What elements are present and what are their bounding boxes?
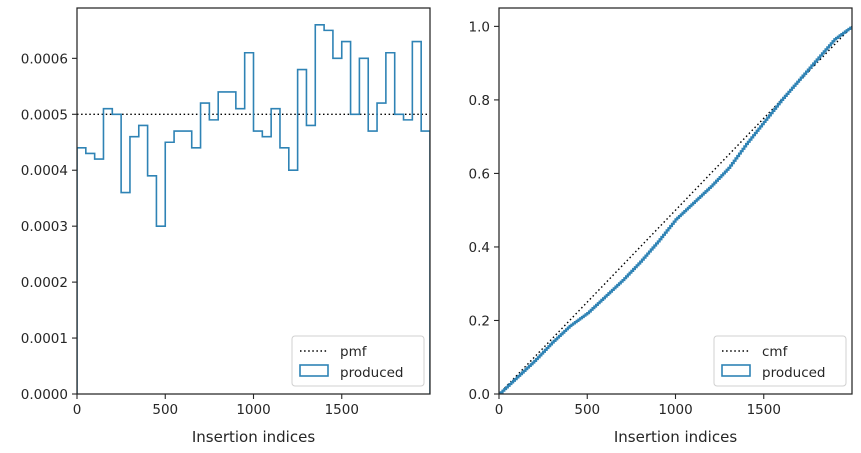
y-tick-label: 0.8 bbox=[469, 93, 490, 109]
produced-cumulative-steps bbox=[499, 26, 852, 394]
x-axis-label: Insertion indices bbox=[614, 428, 737, 446]
legend-box bbox=[713, 335, 847, 387]
y-tick-label: 0.0002 bbox=[21, 275, 68, 291]
legend-box bbox=[291, 335, 425, 387]
legend-label-pmf: pmf bbox=[340, 344, 368, 360]
plot-area bbox=[77, 23, 430, 394]
x-tick-label: 500 bbox=[574, 402, 600, 418]
legend-swatch-produced bbox=[299, 364, 329, 377]
legend-swatch-produced bbox=[721, 364, 751, 377]
produced-histogram-steps bbox=[77, 23, 430, 394]
legend: cmf produced bbox=[713, 335, 847, 387]
legend-label-cmf: cmf bbox=[762, 344, 789, 360]
x-tick-label: 1500 bbox=[747, 402, 781, 418]
legend-label-produced: produced bbox=[340, 365, 404, 381]
legend-label-produced: produced bbox=[762, 365, 826, 381]
pmf-histogram-panel: 0 500 1000 1500 0.0000 0.0001 0.0002 0.0003 0.00… bbox=[21, 7, 431, 446]
x-tick-label: 0 bbox=[495, 402, 504, 418]
y-tick-label: 0.0003 bbox=[21, 219, 68, 235]
x-tick-label: 1500 bbox=[325, 402, 359, 418]
y-tick-label: 0.0006 bbox=[21, 51, 68, 67]
y-tick-label: 0.6 bbox=[469, 166, 490, 182]
x-tick-label: 500 bbox=[152, 402, 178, 418]
x-tick-label: 0 bbox=[73, 402, 82, 418]
legend: pmf produced bbox=[291, 335, 425, 387]
y-tick-label: 0.4 bbox=[469, 240, 490, 256]
x-tick-label: 1000 bbox=[658, 402, 692, 418]
y-tick-label: 0.0005 bbox=[21, 107, 68, 123]
y-tick-label: 0.0004 bbox=[21, 163, 68, 179]
plot-area bbox=[499, 25, 852, 394]
cmf-panel: 0 500 1000 1500 0.0 0.2 0.4 0.6 0.8 1.0 Insertion … bbox=[469, 7, 853, 446]
x-axis-label: Insertion indices bbox=[192, 428, 315, 446]
y-tick-label: 0.2 bbox=[469, 313, 490, 329]
y-tick-label: 0.0001 bbox=[21, 331, 68, 347]
cmf-reference-line bbox=[499, 25, 852, 394]
x-tick-label: 1000 bbox=[236, 402, 270, 418]
y-tick-label: 0.0000 bbox=[21, 387, 68, 403]
y-tick-label: 0.0 bbox=[469, 387, 490, 403]
y-tick-label: 1.0 bbox=[469, 19, 490, 35]
